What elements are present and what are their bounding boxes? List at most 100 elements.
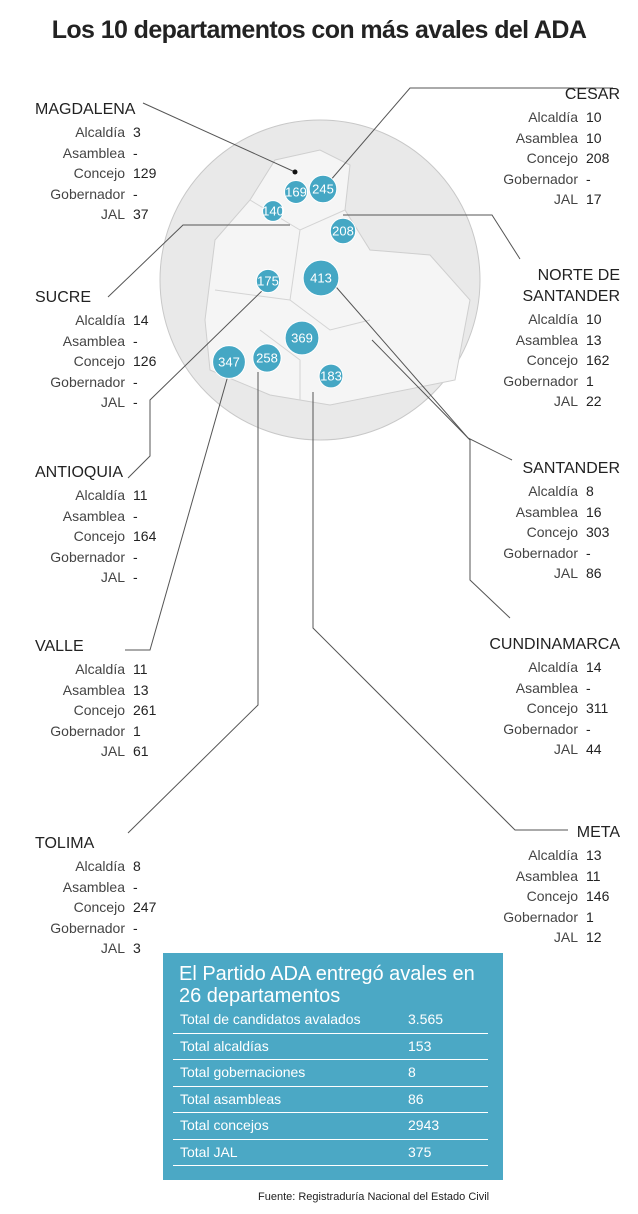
department-row: Alcaldía 13 (468, 845, 620, 866)
department-row: JAL 61 (15, 741, 167, 762)
row-value: - (133, 394, 138, 411)
row-value: 1 (586, 908, 594, 925)
row-label: Gobernador (503, 908, 578, 925)
row-label: Asamblea (515, 129, 578, 146)
summary-label: Total alcaldías (180, 1037, 269, 1054)
row-value: 86 (586, 565, 602, 582)
department-row: JAL 12 (468, 927, 620, 948)
summary-value: 8 (408, 1064, 416, 1080)
row-label: JAL (100, 206, 125, 223)
row-value: 22 (586, 393, 602, 410)
row-label: Alcaldía (75, 124, 125, 140)
row-value: - (133, 548, 138, 565)
bubble-label: 140 (262, 204, 284, 219)
row-value: - (133, 507, 138, 524)
department: NORTE DE SANTANDER Alcaldía 10 Asamblea 13 Co… (468, 265, 620, 412)
row-value: 11 (133, 661, 148, 677)
row-label: Gobernador (503, 544, 578, 561)
department-row: Gobernador - (468, 719, 620, 740)
row-label: JAL (100, 940, 125, 957)
department-row: Concejo 208 (468, 148, 620, 169)
row-value: - (133, 185, 138, 202)
row-value: - (133, 373, 138, 390)
department-row: Concejo 129 (15, 163, 167, 184)
department-row: Concejo 311 (468, 698, 620, 719)
row-value: 164 (133, 528, 157, 545)
department-name: VALLE (35, 638, 84, 655)
bubble-label: 369 (291, 331, 313, 346)
department-name: SANTANDER (522, 460, 621, 477)
row-value: 10 (586, 109, 602, 125)
department-row: Concejo 164 (15, 526, 167, 547)
department-row: Gobernador - (15, 547, 167, 568)
department: SANTANDER Alcaldía 8 Asamblea 16 Concejo 303 Go… (468, 458, 620, 584)
summary-row: Total asambleas 86 (173, 1087, 488, 1113)
row-value: 12 (586, 929, 602, 946)
department-row: Alcaldía 8 (468, 481, 620, 502)
row-value: 11 (133, 487, 148, 503)
row-label: Concejo (526, 700, 578, 717)
row-label: Asamblea (515, 867, 578, 884)
row-label: Asamblea (62, 878, 125, 895)
row-label: Gobernador (503, 170, 578, 187)
department-name: TOLIMA (35, 835, 95, 852)
row-value: 13 (133, 681, 149, 698)
row-value: 10 (586, 129, 602, 146)
department-name: SUCRE (35, 289, 92, 306)
bubble (318, 363, 344, 389)
row-value: 8 (133, 858, 141, 874)
department-row: JAL 17 (468, 189, 620, 210)
department-row: Alcaldía 8 (15, 856, 167, 877)
row-label: Gobernador (50, 722, 125, 739)
row-label: Concejo (526, 524, 578, 541)
leader-dot (292, 169, 298, 175)
bubble (262, 200, 284, 222)
department-row: Gobernador - (468, 543, 620, 564)
department-row: Gobernador - (15, 372, 167, 393)
row-value: 17 (586, 191, 602, 208)
row-label: Asamblea (515, 679, 578, 696)
department-row: Asamblea - (15, 143, 167, 164)
department-row: JAL 22 (468, 391, 620, 412)
row-label: Concejo (526, 352, 578, 369)
department-row: Alcaldía 3 (15, 122, 167, 143)
row-value: 13 (586, 847, 602, 863)
row-label: Gobernador (50, 548, 125, 565)
department: VALLE Alcaldía 11 Asamblea 13 Concejo 261 Gober… (15, 636, 167, 762)
department-row: JAL 37 (15, 204, 167, 225)
row-value: 146 (586, 888, 610, 905)
row-label: Alcaldía (528, 483, 578, 499)
department-row: Gobernador 1 (15, 721, 167, 742)
department-row: Gobernador - (15, 918, 167, 939)
department: MAGDALENA Alcaldía 3 Asamblea - Concejo 129 Gob… (15, 99, 167, 225)
bubble (284, 180, 308, 204)
row-label: JAL (553, 393, 578, 410)
row-label: Concejo (526, 150, 578, 167)
bubble (302, 259, 340, 297)
row-value: 3 (133, 940, 141, 957)
department-row: Gobernador 1 (468, 371, 620, 392)
summary-value: 375 (408, 1143, 432, 1160)
department-row: Alcaldía 14 (15, 310, 167, 331)
department-row: JAL - (15, 567, 167, 588)
row-label: Asamblea (515, 503, 578, 520)
row-label: JAL (100, 394, 125, 411)
summary-row: Total alcaldías 153 (173, 1034, 488, 1060)
summary-box: El Partido ADA entregó avales en 26 depa… (163, 953, 503, 1180)
bubble-label: 169 (285, 185, 307, 200)
row-label: JAL (100, 743, 125, 760)
bubble (252, 343, 282, 373)
department-row: Asamblea - (15, 877, 167, 898)
row-value: 303 (586, 524, 610, 541)
department: ANTIOQUIA Alcaldía 11 Asamblea - Concejo 164 Go… (15, 462, 167, 588)
bubble-label: 175 (257, 274, 279, 289)
department-row: Asamblea 11 (468, 866, 620, 887)
department-row: Gobernador 1 (468, 907, 620, 928)
summary-value: 3.565 (408, 1011, 444, 1027)
summary-label: Total asambleas (180, 1090, 282, 1107)
department-row: Asamblea 13 (15, 680, 167, 701)
department-name: CUNDINAMARCA (489, 636, 620, 653)
bubble (284, 320, 320, 356)
summary-label: Total de candidatos avalados (180, 1011, 361, 1027)
